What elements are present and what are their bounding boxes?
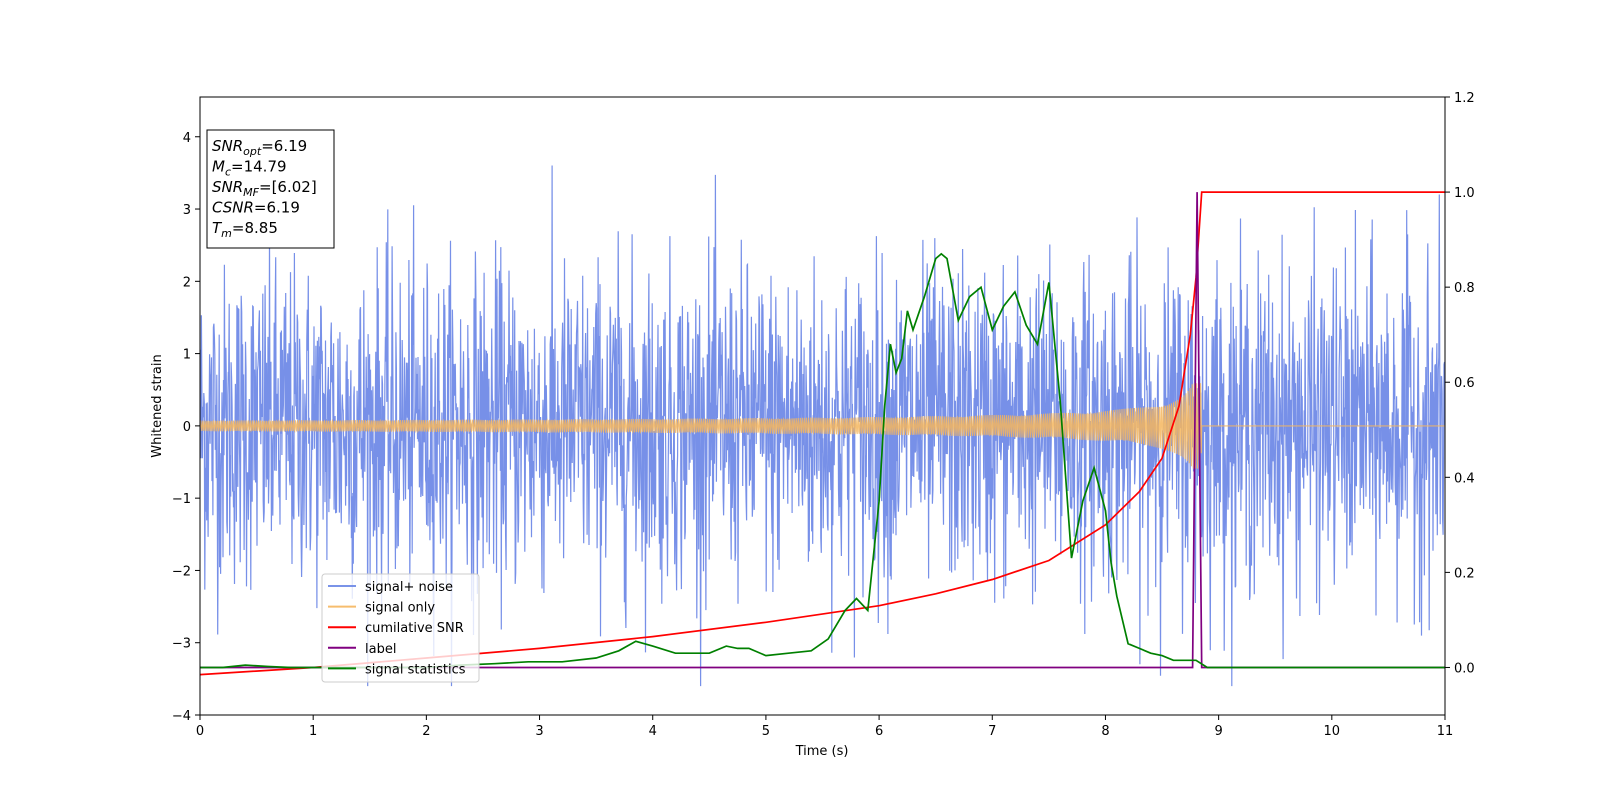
info-value: =6.19 bbox=[261, 137, 307, 155]
x-tick-label: 1 bbox=[309, 724, 317, 739]
series-cumilative-snr-line bbox=[200, 191, 1445, 676]
y-tick-label: −1 bbox=[172, 492, 191, 507]
series-signal-statistics-line bbox=[200, 252, 1445, 669]
y2-tick-label: 0.0 bbox=[1454, 661, 1475, 676]
legend-label-cumilative-snr: cumilative SNR bbox=[365, 621, 464, 636]
info-value: =8.85 bbox=[232, 219, 278, 237]
y-axis-label: Whitened strain bbox=[150, 354, 165, 457]
y-tick-label: 0 bbox=[183, 420, 191, 435]
info-symbol: T bbox=[212, 219, 223, 237]
legend-label-signal-statistics: signal statistics bbox=[365, 662, 466, 677]
info-line: Tm=8.85 bbox=[212, 219, 278, 240]
info-subscript: MF bbox=[243, 186, 259, 199]
info-subscript: c bbox=[225, 166, 231, 179]
x-tick-label: 8 bbox=[1101, 724, 1109, 739]
series-signal-noise-line bbox=[200, 165, 1445, 687]
y-tick-label: 3 bbox=[183, 203, 191, 218]
legend: signal+ noise signal only cumilative SNR la… bbox=[321, 573, 480, 683]
info-value: =14.79 bbox=[231, 158, 287, 176]
x-tick-label: 10 bbox=[1324, 724, 1341, 739]
series-signal-only-line bbox=[200, 383, 1445, 469]
y2-tick-label: 1.0 bbox=[1454, 186, 1475, 201]
y-tick-label: −2 bbox=[172, 564, 191, 579]
y2-tick-label: 0.2 bbox=[1454, 566, 1475, 581]
info-symbol: M bbox=[212, 158, 225, 176]
y2-tick-label: 0.4 bbox=[1454, 471, 1475, 486]
info-line: SNRMF=[6.02] bbox=[212, 178, 317, 199]
info-symbol: CSNR bbox=[212, 199, 254, 217]
y-tick-label: 2 bbox=[183, 275, 191, 290]
legend-frame bbox=[321, 573, 480, 683]
axes-frame bbox=[199, 96, 1446, 716]
legend-label-signal-only: signal only bbox=[365, 601, 435, 616]
x-axis-label: Time (s) bbox=[795, 744, 849, 759]
y2-tick-label: 1.2 bbox=[1454, 91, 1475, 106]
info-value: =6.19 bbox=[254, 199, 300, 217]
y2-tick-label: 0.8 bbox=[1454, 281, 1475, 296]
info-line: CSNR=6.19 bbox=[212, 199, 300, 217]
x-tick-label: 6 bbox=[875, 724, 883, 739]
x-tick-label: 0 bbox=[196, 724, 204, 739]
info-box: SNRopt=6.19Mc=14.79SNRMF=[6.02]CSNR=6.19… bbox=[206, 129, 335, 249]
y-tick-label: 4 bbox=[183, 131, 191, 146]
info-value: =[6.02] bbox=[259, 178, 317, 196]
legend-label-label: label bbox=[365, 642, 396, 657]
info-box-frame bbox=[206, 129, 335, 249]
y-tick-label: −3 bbox=[172, 637, 191, 652]
x-tick-label: 3 bbox=[535, 724, 543, 739]
x-tick-label: 4 bbox=[649, 724, 657, 739]
x-tick-label: 9 bbox=[1214, 724, 1222, 739]
x-tick-label: 5 bbox=[762, 724, 770, 739]
ticks-layer: 0 1 2 3 4 5 6 7 8 9 10 11 −4 −3 −2 −1 0 1 2 3 4 0.0 0.2 0.4 0.6 0… bbox=[172, 91, 1475, 739]
x-tick-label: 2 bbox=[422, 724, 430, 739]
legend-label-signal-noise: signal+ noise bbox=[365, 580, 453, 595]
info-symbol: SNR bbox=[212, 178, 243, 196]
series-layer bbox=[200, 165, 1445, 687]
y2-tick-label: 0.6 bbox=[1454, 376, 1475, 391]
info-subscript: m bbox=[221, 227, 232, 240]
x-tick-label: 11 bbox=[1437, 724, 1454, 739]
x-tick-label: 7 bbox=[988, 724, 996, 739]
info-line: Mc=14.79 bbox=[212, 158, 287, 179]
info-line: SNRopt=6.19 bbox=[212, 137, 307, 158]
info-symbol: SNR bbox=[212, 137, 243, 155]
info-subscript: opt bbox=[243, 145, 262, 158]
y-tick-label: 1 bbox=[183, 348, 191, 363]
y-tick-label: −4 bbox=[172, 709, 191, 724]
